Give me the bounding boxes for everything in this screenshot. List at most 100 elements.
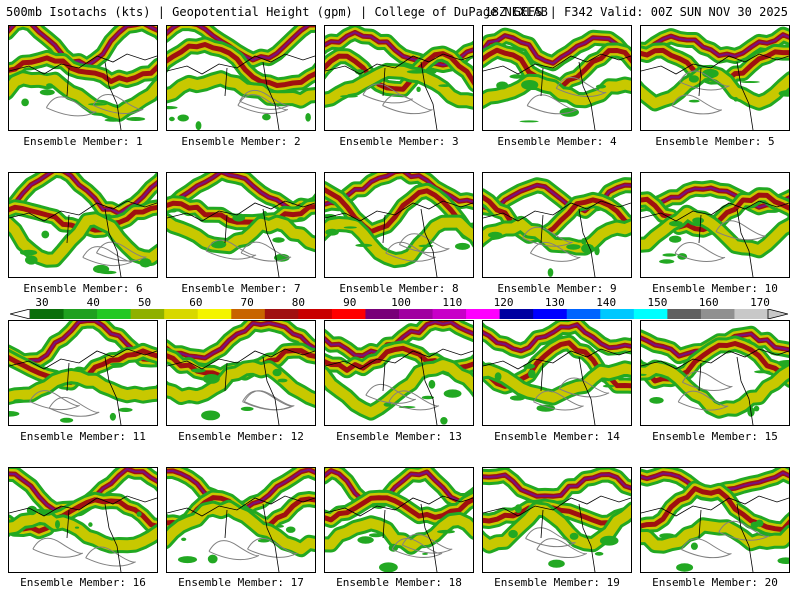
ensemble-map-panel xyxy=(640,25,790,131)
isotach-patch xyxy=(383,402,392,407)
jet-stream-shading xyxy=(325,495,473,523)
isotach-patch xyxy=(508,529,518,539)
height-contour xyxy=(29,390,80,411)
isotach-patch xyxy=(38,509,55,516)
isotach-map xyxy=(325,26,473,130)
ensemble-member-label: Ensemble Member: 20 xyxy=(652,576,778,589)
jet-stream-shading xyxy=(167,73,315,106)
isotach-patch xyxy=(422,552,428,555)
isotach-patch xyxy=(659,259,675,264)
ensemble-member-label: Ensemble Member: 3 xyxy=(339,135,459,148)
isotach-patch xyxy=(177,114,189,122)
isotach-patch xyxy=(60,417,74,423)
isotach-patch xyxy=(25,255,38,265)
isotach-patch xyxy=(438,84,451,87)
isotach-map xyxy=(167,321,315,425)
isotach-map xyxy=(167,468,315,572)
isotach-patch xyxy=(595,84,607,89)
colorbar-swatch xyxy=(231,309,266,319)
isotach-patch xyxy=(754,370,771,374)
isotach-patch xyxy=(753,405,760,412)
isotach-patch xyxy=(178,556,197,564)
isotach-patch xyxy=(272,368,282,377)
colorbar-tick-label: 170 xyxy=(750,296,770,309)
colorbar-swatch xyxy=(63,309,98,319)
ensemble-map-panel xyxy=(324,320,474,426)
jet-stream-shading xyxy=(9,55,157,84)
colorbar-tick-label: 150 xyxy=(647,296,668,309)
colorbar-tick-label: 70 xyxy=(240,296,254,309)
height-contour xyxy=(205,239,257,260)
isotach-patch xyxy=(201,410,221,421)
ensemble-map-panel xyxy=(640,467,790,573)
ensemble-map-panel xyxy=(482,467,632,573)
ensemble-member-label: Ensemble Member: 2 xyxy=(181,135,301,148)
height-contour xyxy=(247,537,298,558)
jet-stream-shading xyxy=(9,511,157,551)
isotach-patch xyxy=(109,362,127,366)
colorbar-swatch xyxy=(331,309,366,319)
isotach-map xyxy=(325,173,473,277)
isotach-patch xyxy=(428,379,436,389)
map-title: 500mb Isotachs (kts) | Geopotential Heig… xyxy=(6,5,548,19)
isotach-patch xyxy=(9,411,20,417)
ensemble-map-panel xyxy=(482,25,632,131)
isotach-patch xyxy=(496,81,509,90)
coastline xyxy=(325,200,473,277)
ensemble-map-panel xyxy=(482,172,632,278)
height-contour xyxy=(679,70,730,91)
colorbar-tick-label: 50 xyxy=(137,296,152,309)
jet-stream-shading xyxy=(325,469,473,502)
ensemble-map-panel xyxy=(166,25,316,131)
coastline xyxy=(641,348,789,425)
colorbar-swatch xyxy=(667,309,702,319)
height-contour xyxy=(362,83,414,104)
jet-stream-shading xyxy=(167,322,315,359)
isotach-patch xyxy=(733,97,738,102)
isotach-patch xyxy=(676,563,694,572)
height-contour xyxy=(382,94,433,115)
isotach-patch xyxy=(641,373,647,376)
isotach-patch xyxy=(277,378,288,383)
height-contour xyxy=(526,94,578,115)
colorbar-swatch xyxy=(533,309,568,319)
jet-stream-shading xyxy=(167,42,315,88)
ensemble-map-panel xyxy=(8,172,158,278)
colorbar-swatch xyxy=(499,309,534,319)
ensemble-map-panel xyxy=(640,320,790,426)
jet-stream-shading xyxy=(9,371,157,402)
colorbar-tick-label: 40 xyxy=(86,296,100,309)
isotach-patch xyxy=(109,412,116,421)
colorbar-swatch xyxy=(130,309,165,319)
isotach-patch xyxy=(357,536,374,544)
height-contour xyxy=(558,377,610,398)
ensemble-member-label: Ensemble Member: 10 xyxy=(652,282,778,295)
jet-stream-shading xyxy=(483,473,631,498)
height-contour xyxy=(391,537,443,558)
jet-stream-shading xyxy=(9,73,157,119)
isotach-patch xyxy=(569,532,579,540)
height-contour xyxy=(237,94,289,115)
isotach-patch xyxy=(418,244,434,248)
colorbar-swatch xyxy=(298,309,333,319)
ensemble-map-panel xyxy=(324,25,474,131)
isotach-patch xyxy=(210,240,227,249)
ensemble-member-label: Ensemble Member: 6 xyxy=(23,282,143,295)
colorbar-tick-label: 80 xyxy=(291,296,306,309)
jet-stream-shading xyxy=(641,486,789,533)
isotach-patch xyxy=(455,242,470,250)
coastline xyxy=(9,53,157,130)
height-contour xyxy=(522,226,573,247)
height-contour xyxy=(45,96,97,117)
isotach-map xyxy=(641,26,789,130)
isotach-patch xyxy=(136,511,142,517)
isotach-patch xyxy=(443,389,462,398)
isotach-patch xyxy=(118,407,133,412)
ensemble-map-panel xyxy=(8,25,158,131)
isotach-patch xyxy=(536,404,556,412)
isotach-patch xyxy=(297,217,306,222)
jet-stream-shading xyxy=(483,340,631,389)
height-contour xyxy=(48,396,100,417)
isotach-patch xyxy=(662,253,677,257)
isotach-patch xyxy=(488,231,503,239)
